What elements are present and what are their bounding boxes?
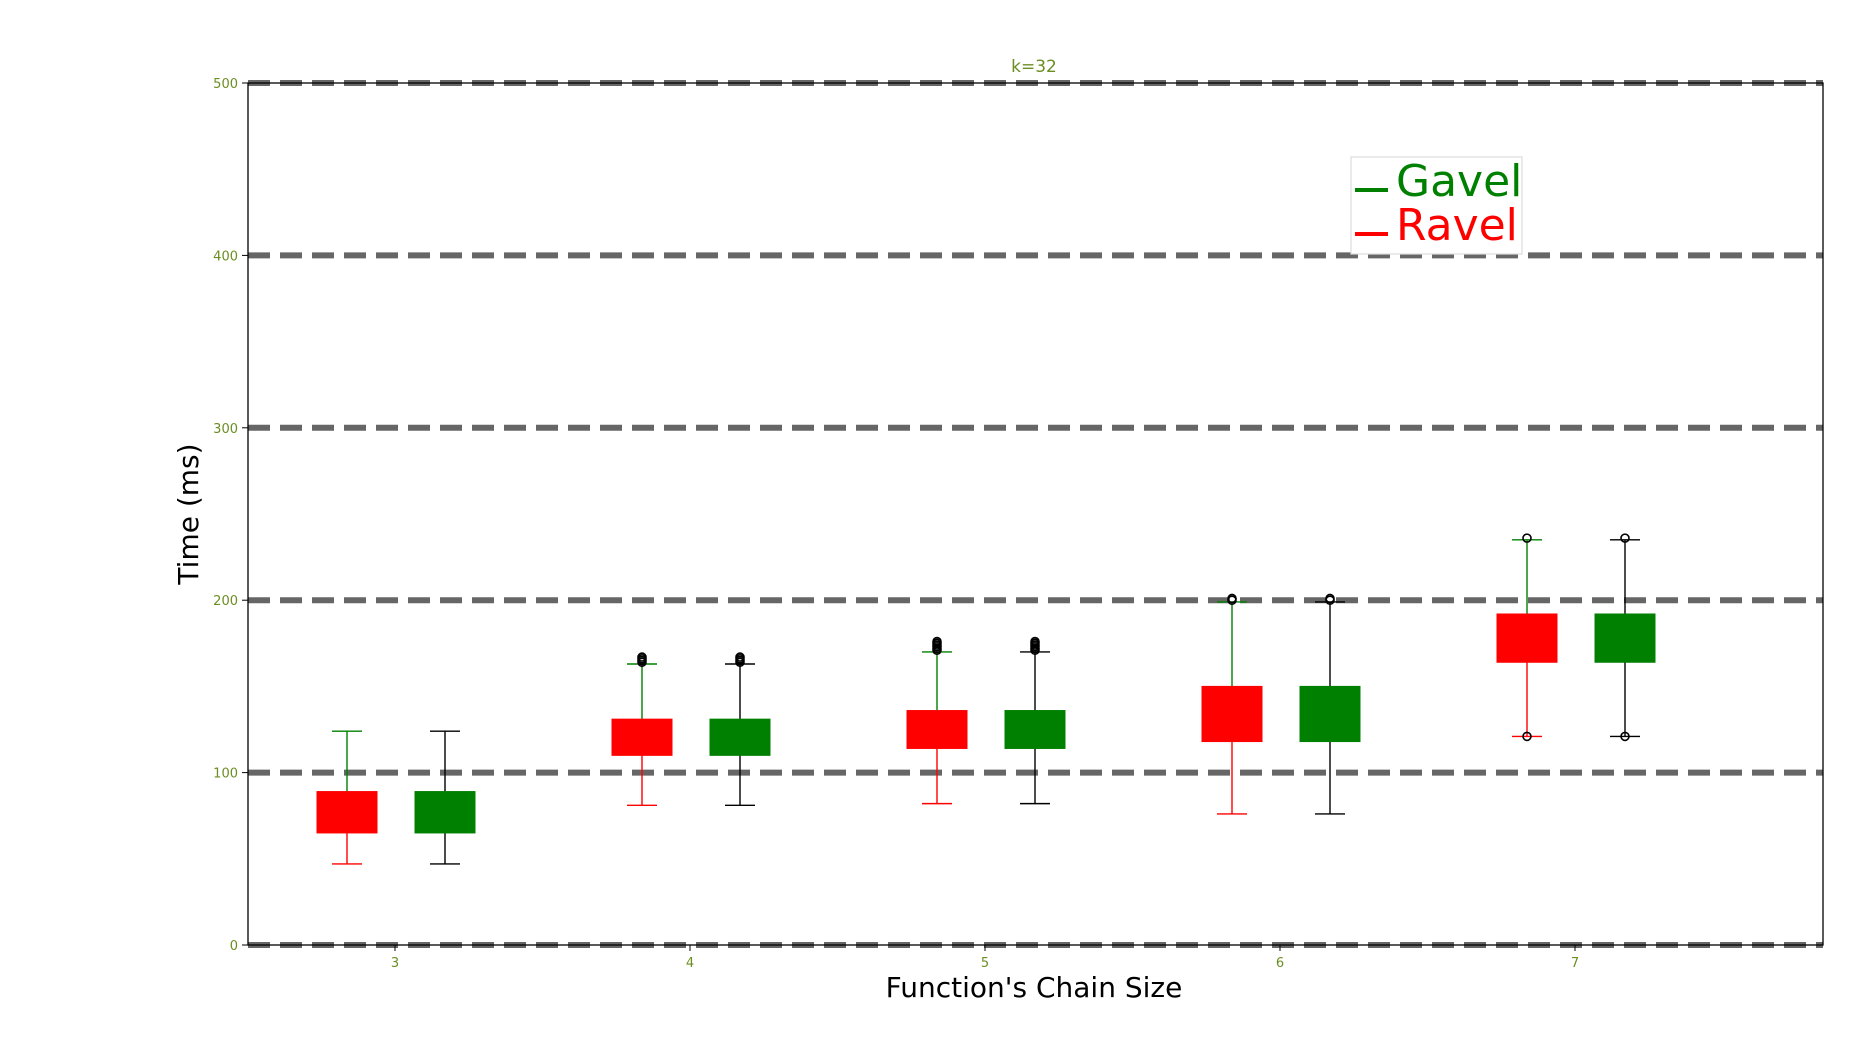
y-tick-label: 0 bbox=[230, 939, 238, 954]
box-gavel-7 bbox=[1594, 533, 1656, 742]
y-tick-label: 500 bbox=[213, 77, 238, 92]
box-gavel-6 bbox=[1299, 593, 1361, 815]
box-body bbox=[316, 791, 378, 834]
legend-gavel-label: Gavel bbox=[1396, 156, 1522, 207]
box-ravel-3 bbox=[316, 730, 378, 865]
legend: Gavel Ravel bbox=[1350, 156, 1523, 255]
legend-box bbox=[1350, 156, 1523, 255]
outlier-point bbox=[1227, 593, 1237, 604]
legend-ravel-label: Ravel bbox=[1396, 200, 1518, 251]
box-ravel-7 bbox=[1496, 533, 1558, 742]
box-gavel-5 bbox=[1004, 636, 1066, 805]
x-tick-label: 5 bbox=[981, 956, 989, 971]
box-ravel-5 bbox=[906, 636, 968, 805]
box-body bbox=[906, 710, 968, 749]
outlier-point bbox=[1522, 533, 1532, 543]
box-ravel-6 bbox=[1201, 593, 1263, 815]
x-axis-ticks: 3 4 5 6 7 bbox=[391, 945, 1579, 971]
box-gavel-4 bbox=[709, 652, 771, 807]
y-tick-label: 400 bbox=[213, 249, 238, 264]
y-tick-label: 300 bbox=[213, 422, 238, 437]
plot-frame bbox=[247, 82, 1824, 946]
outlier-point bbox=[1325, 593, 1335, 604]
chart-title: k=32 bbox=[1011, 57, 1057, 77]
box-body bbox=[1299, 685, 1361, 743]
y-tick-label: 200 bbox=[213, 594, 238, 609]
x-tick-label: 6 bbox=[1276, 956, 1284, 971]
x-axis-label: Function's Chain Size bbox=[886, 971, 1183, 1004]
box-body bbox=[1594, 613, 1656, 663]
outlier-point bbox=[932, 636, 942, 647]
y-tick-label: 100 bbox=[213, 767, 238, 782]
gridlines bbox=[248, 80, 1823, 948]
x-tick-label: 3 bbox=[391, 956, 399, 971]
box-ravel-4 bbox=[611, 652, 673, 807]
box-body bbox=[1496, 613, 1558, 663]
box-body bbox=[1201, 685, 1263, 743]
y-axis-ticks: 0 100 200 300 400 500 bbox=[213, 77, 248, 954]
box-body bbox=[414, 791, 476, 834]
outlier-point bbox=[1620, 533, 1630, 543]
box-body bbox=[611, 718, 673, 756]
outlier-point bbox=[637, 652, 647, 662]
x-tick-label: 7 bbox=[1571, 956, 1579, 971]
box-body bbox=[709, 718, 771, 756]
outlier-point bbox=[1522, 731, 1532, 742]
box-gavel-3 bbox=[414, 730, 476, 865]
box-body bbox=[1004, 710, 1066, 749]
y-axis-label: Time (ms) bbox=[172, 443, 205, 585]
outlier-point bbox=[1620, 731, 1630, 742]
box-series bbox=[316, 533, 1656, 865]
x-tick-label: 4 bbox=[686, 956, 694, 971]
outlier-point bbox=[735, 652, 745, 662]
outlier-point bbox=[1030, 636, 1040, 647]
